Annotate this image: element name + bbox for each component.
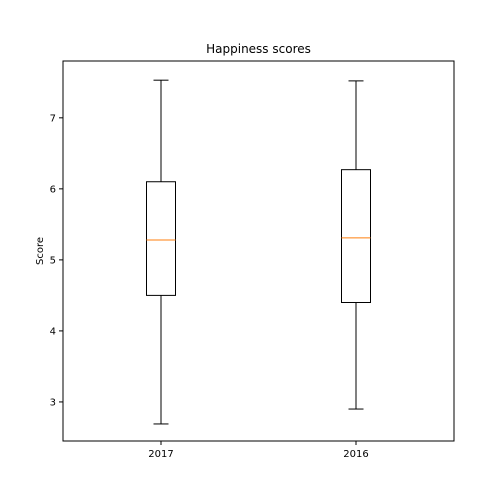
box-plot-area [146,79,371,425]
x-tick-label: 2017 [148,449,173,460]
iqr-box [146,181,176,296]
chart-title: Happiness scores [206,42,311,56]
plot-frame [62,60,455,442]
x-axis-ticks: 2017 2016 [148,441,369,460]
iqr-box [341,169,371,303]
y-tick-label: 5 [50,255,56,266]
y-axis-label: Score [35,237,46,265]
y-tick-label: 7 [50,113,56,124]
box-2016 [341,80,371,410]
y-tick-label: 6 [50,184,56,195]
y-tick-label: 4 [50,326,56,337]
box-2017 [146,79,176,425]
y-tick-label: 3 [50,397,56,408]
x-tick-label: 2016 [343,449,368,460]
y-axis-ticks: 3 4 5 6 7 [50,113,63,408]
